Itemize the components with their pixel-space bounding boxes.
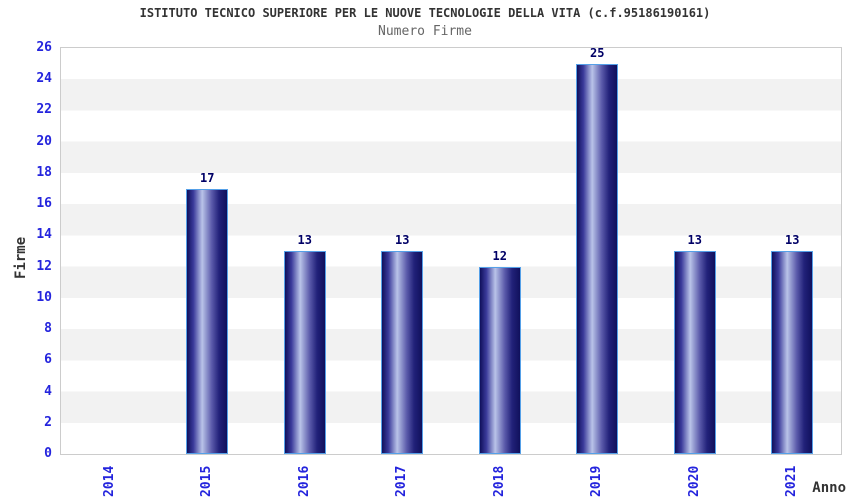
bar-2016 (283, 251, 326, 454)
x-tick-label: 2017 (394, 465, 410, 497)
bar-value-label: 25 (590, 45, 605, 60)
plot-area (60, 47, 842, 455)
chart-subtitle: Numero Firme (378, 24, 472, 39)
y-axis-title: Firme (13, 236, 29, 279)
bar-value-label: 12 (492, 248, 507, 263)
y-tick-label: 24 (36, 71, 52, 87)
bar-value-label: 13 (785, 233, 800, 247)
x-tick-label: 2014 (101, 465, 117, 497)
x-tick-label: 2019 (589, 465, 605, 497)
chart-title: ISTITUTO TECNICO SUPERIORE PER LE NUOVE … (139, 6, 711, 20)
y-tick-label: 6 (44, 352, 52, 368)
y-tick-label: 16 (36, 196, 52, 212)
x-tick-label: 2018 (491, 465, 507, 497)
y-tick-label: 2 (44, 414, 52, 430)
bar-value-label: 13 (297, 233, 312, 247)
y-tick-label: 12 (36, 258, 52, 274)
bar-value-label: 13 (687, 233, 702, 247)
y-tick-label: 4 (44, 383, 52, 399)
y-tick-label: 20 (36, 133, 52, 149)
y-tick-label: 14 (36, 227, 52, 243)
y-tick-label: 0 (44, 446, 52, 461)
bar-2017 (381, 251, 424, 454)
x-axis-title: Anno (812, 480, 846, 496)
bar-2021 (771, 251, 814, 454)
bar-2020 (673, 251, 716, 454)
bar-2015 (186, 188, 229, 454)
y-tick-label: 10 (36, 289, 52, 305)
bar-value-label: 17 (200, 170, 215, 185)
y-tick-label: 8 (44, 321, 52, 337)
x-tick-label: 2016 (296, 465, 312, 497)
y-tick-label: 18 (36, 164, 52, 180)
x-tick-label: 2020 (686, 465, 702, 497)
x-tick-label: 2015 (199, 465, 215, 497)
bar-value-label: 13 (395, 233, 410, 247)
bar-2019 (576, 63, 619, 454)
bar-2018 (478, 266, 521, 454)
y-tick-label: 26 (36, 40, 52, 55)
y-tick-label: 22 (36, 102, 52, 118)
